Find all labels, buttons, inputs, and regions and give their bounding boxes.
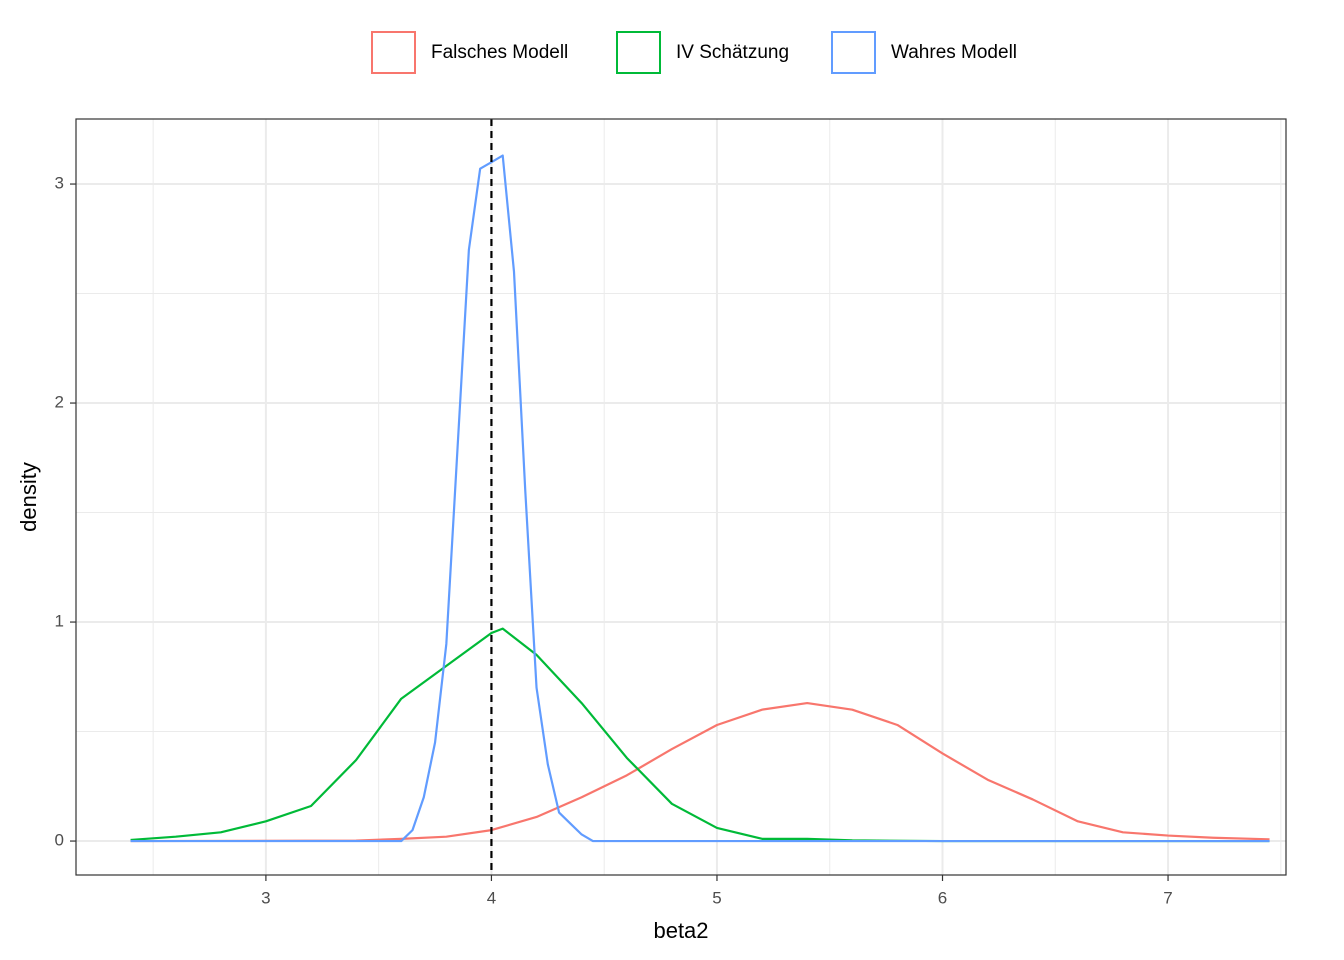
- y-axis-title: density: [16, 462, 41, 532]
- density-line: [130, 627, 1270, 843]
- x-tick-label: 3: [261, 888, 270, 907]
- density-line: [130, 154, 1270, 843]
- x-tick-label: 4: [487, 888, 496, 907]
- panel-background: [76, 119, 1286, 875]
- y-tick-label: 3: [55, 174, 64, 193]
- y-tick-label: 0: [55, 831, 64, 850]
- legend-key: [371, 31, 416, 74]
- legend-key: [831, 31, 876, 74]
- legend-label: Falsches Modell: [431, 42, 568, 63]
- legend-label: IV Schätzung: [676, 42, 789, 63]
- y-tick-label: 2: [55, 393, 64, 412]
- x-axis-title: beta2: [653, 918, 708, 943]
- panel-border: [75, 118, 1287, 876]
- x-tick-label: 5: [712, 888, 721, 907]
- density-line: [130, 701, 1270, 843]
- y-tick-label: 1: [55, 612, 64, 631]
- legend-label: Wahres Modell: [891, 42, 1017, 63]
- x-tick-label: 6: [938, 888, 947, 907]
- legend-key: [616, 31, 661, 74]
- x-tick-label: 7: [1163, 888, 1172, 907]
